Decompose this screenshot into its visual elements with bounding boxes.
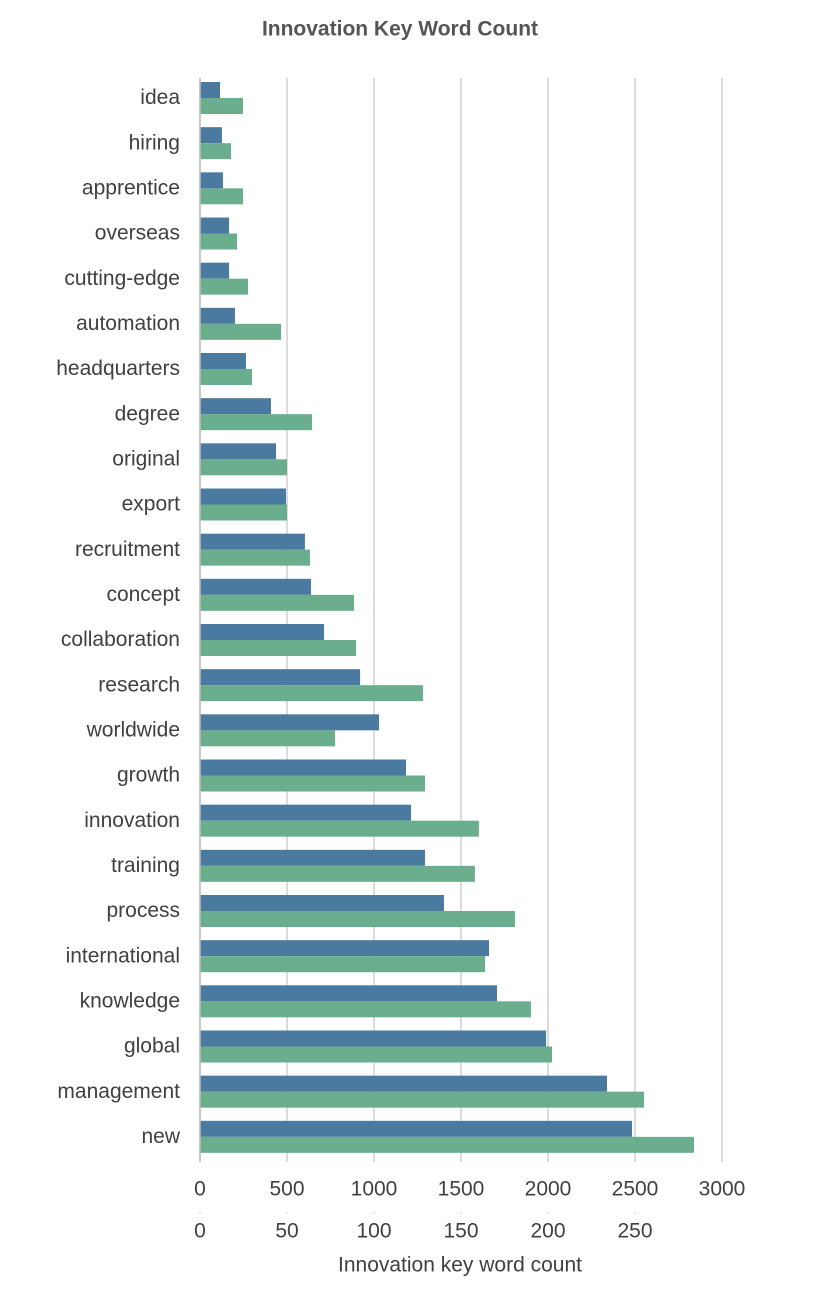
y-tick-label: apprentice [82, 176, 180, 199]
bar [200, 127, 222, 144]
bar [200, 504, 287, 521]
y-tick-label: automation [76, 312, 180, 335]
x2-tick-label: 250 [617, 1220, 652, 1243]
y-tick-label: worldwide [86, 718, 180, 741]
y-tick-label: collaboration [61, 628, 180, 651]
bar [200, 669, 361, 686]
bar [200, 98, 243, 114]
bar [200, 804, 412, 821]
bar [200, 307, 235, 324]
bar [200, 188, 243, 205]
bar [200, 1120, 633, 1137]
bar [200, 262, 230, 279]
bar [200, 895, 444, 911]
bar [200, 217, 230, 234]
y-tick-label: hiring [129, 131, 180, 154]
chart-title: Innovation Key Word Count [262, 18, 538, 41]
bar [200, 985, 498, 1002]
bar [200, 624, 325, 640]
bar [200, 911, 515, 927]
bar [200, 685, 424, 702]
bar [200, 730, 336, 747]
y-tick-label: innovation [84, 809, 180, 832]
y-tick-label: training [111, 854, 180, 877]
y-tick-label: idea [140, 86, 180, 109]
x-tick-label: 1000 [351, 1178, 398, 1201]
bar [200, 578, 312, 595]
y-tick-label: management [57, 1080, 180, 1103]
y-tick-label: process [106, 899, 180, 922]
bar [200, 1046, 553, 1063]
x2-tick-label: 200 [530, 1220, 565, 1243]
bar [200, 714, 380, 731]
bar [200, 233, 238, 250]
bar [200, 865, 475, 882]
x-tick-label: 3000 [699, 1178, 746, 1201]
x-tick-label: 2500 [612, 1178, 659, 1201]
x-tick-label: 500 [269, 1178, 304, 1201]
y-tick-label: international [66, 944, 180, 967]
bar [200, 533, 305, 550]
y-tick-label: headquarters [56, 357, 180, 380]
bar [200, 143, 231, 160]
y-tick-label: global [124, 1035, 180, 1058]
y-tick-label: concept [106, 583, 180, 606]
x2-tick-label: 100 [356, 1220, 391, 1243]
bar [200, 82, 221, 98]
bar [200, 820, 479, 837]
bar [200, 369, 253, 385]
x-tick-label: 2000 [525, 1178, 572, 1201]
bar [200, 278, 249, 295]
x2-tick-label: 50 [275, 1220, 298, 1243]
y-tick-label: degree [115, 402, 180, 425]
x-tick-label: 1500 [438, 1178, 485, 1201]
bar [200, 488, 286, 505]
x2-tick-label: 150 [443, 1220, 478, 1243]
bar [200, 640, 357, 656]
bar [200, 594, 354, 611]
bar [200, 775, 425, 792]
bar [200, 459, 287, 476]
y-tick-label: research [98, 673, 180, 696]
y-tick-label: recruitment [75, 538, 180, 561]
bar [200, 323, 282, 340]
bar [200, 940, 490, 957]
y-tick-label: knowledge [80, 989, 180, 1012]
bar [200, 759, 407, 776]
bar [200, 414, 313, 431]
bar [200, 1136, 694, 1153]
bar [200, 443, 277, 460]
y-tick-label: growth [117, 764, 180, 787]
bar [200, 849, 425, 866]
bar [200, 1075, 607, 1092]
bar [200, 353, 246, 369]
bar [200, 172, 223, 189]
y-tick-label: export [122, 493, 181, 516]
bar [200, 1030, 547, 1047]
x-axis-title: Innovation key word count [338, 1254, 582, 1277]
bar [200, 1091, 645, 1108]
bar [200, 1001, 531, 1018]
bar [200, 956, 486, 973]
x-tick-label: 0 [194, 1178, 206, 1201]
y-tick-label: overseas [95, 222, 180, 245]
y-tick-label: new [141, 1125, 180, 1148]
bar [200, 398, 271, 415]
y-tick-label: cutting-edge [64, 267, 180, 290]
x2-tick-label: 0 [194, 1220, 206, 1243]
bar [200, 549, 310, 566]
y-tick-label: original [112, 447, 180, 470]
